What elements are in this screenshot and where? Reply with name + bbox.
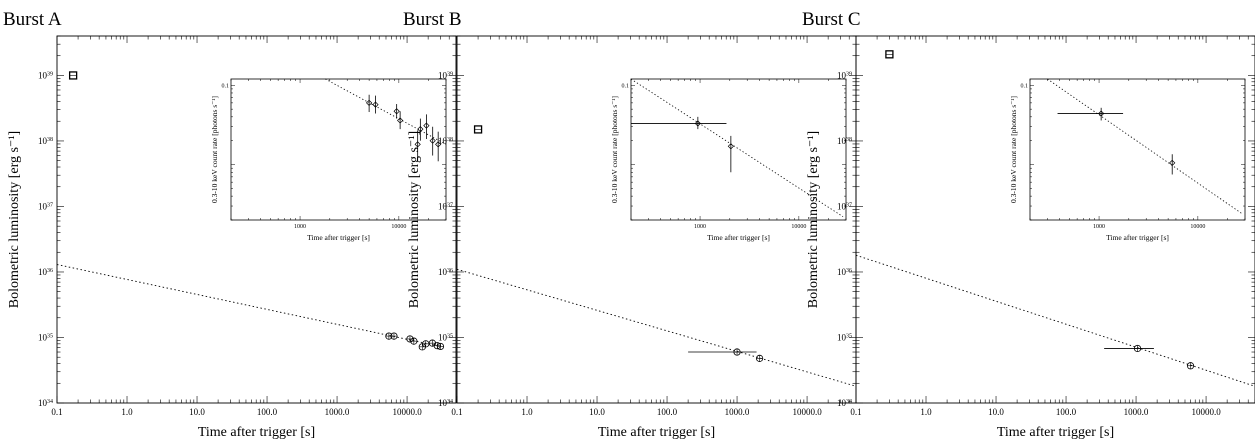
x-tick-label: 1.0 — [121, 407, 133, 417]
y-tick-label: 1034 — [837, 398, 852, 408]
inset-x-axis-label: Time after trigger [s] — [707, 233, 770, 242]
x-tick-label: 100.0 — [1056, 407, 1077, 417]
inset-y-axis-label: 0.3-10 keV count rate [photons s⁻¹] — [210, 96, 219, 203]
inset-x-axis-label: Time after trigger [s] — [1106, 233, 1169, 242]
x-tick-label: 0.1 — [850, 407, 861, 417]
y-tick-label: 1035 — [438, 332, 453, 342]
inset-data-point — [423, 122, 430, 129]
y-tick-label: 1035 — [38, 332, 53, 342]
inset-data-point — [393, 108, 400, 115]
plot-frame — [855, 35, 1255, 404]
y-tick-label: 1036 — [438, 267, 453, 277]
y-tick-label: 1037 — [38, 201, 53, 211]
panel-0: Burst A 0.1 1.0 10.0 100.0 1000.0 10000.0 1034 1… — [3, 9, 457, 440]
y-tick-label: 1039 — [837, 70, 852, 80]
y-axis-label: Bolometric luminosity [erg s⁻¹] — [7, 131, 22, 308]
inset-fit-line — [1047, 78, 1243, 215]
y-tick-label: 1039 — [38, 70, 53, 80]
x-tick-label: 10000.0 — [1191, 407, 1221, 417]
x-axis-label: Time after trigger [s] — [997, 425, 1114, 440]
x-axis-label: Time after trigger [s] — [598, 425, 715, 440]
inset-data-point — [694, 120, 701, 127]
x-tick-label: 10000.0 — [792, 407, 822, 417]
x-tick-label: 1000.0 — [1124, 407, 1149, 417]
inset-data-point — [417, 126, 424, 133]
inset-y-tick-label: 0.1 — [1021, 83, 1029, 89]
inset-y-axis-label: 0.3-10 keV count rate [photons s⁻¹] — [1009, 96, 1018, 203]
inset-fit-line — [630, 78, 844, 218]
x-tick-label: 100.0 — [257, 407, 278, 417]
fit-line — [456, 268, 857, 387]
y-tick-label: 1034 — [438, 398, 453, 408]
inset-y-tick-label: 0.1 — [622, 83, 630, 89]
inset-data-point — [366, 99, 373, 106]
x-tick-label: 10.0 — [189, 407, 205, 417]
x-tick-label: 1000.0 — [725, 407, 750, 417]
panel-2: Burst C 0.1 1.0 10.0 100.0 1000.0 10000.0 1034 1… — [802, 9, 1255, 440]
x-tick-label: 10.0 — [988, 407, 1004, 417]
inset-x-tick-label: 1000 — [1093, 224, 1105, 230]
x-tick-label: 100.0 — [657, 407, 678, 417]
panel-1: Burst B 0.1 1.0 10.0 100.0 1000.0 10000.0 1034 1… — [403, 9, 857, 440]
inset-x-axis-label: Time after trigger [s] — [307, 233, 370, 242]
fit-line — [56, 264, 441, 347]
panel-title: Burst A — [3, 9, 62, 30]
x-axis-label: Time after trigger [s] — [198, 425, 315, 440]
inset: 1000 10000 0.1 Time after trigger [s] 0.3-10… — [610, 78, 847, 242]
y-axis-label: Bolometric luminosity [erg s⁻¹] — [407, 131, 422, 308]
x-tick-label: 0.1 — [451, 407, 462, 417]
inset-x-tick-label: 10000 — [391, 224, 406, 230]
inset-data-point — [435, 141, 442, 148]
plot-frame — [56, 35, 457, 404]
y-tick-label: 1037 — [837, 201, 852, 211]
inset-data-point — [372, 101, 379, 108]
x-tick-label: 1000.0 — [325, 407, 350, 417]
y-tick-label: 1037 — [438, 201, 453, 211]
inset-y-tick-label: 0.1 — [222, 83, 230, 89]
y-tick-label: 1036 — [38, 267, 53, 277]
inset-data-point — [1169, 159, 1176, 166]
fit-line — [855, 254, 1255, 387]
x-tick-label: 10000.0 — [392, 407, 422, 417]
y-tick-label: 1034 — [38, 398, 53, 408]
inset-data-point — [414, 141, 421, 148]
x-tick-label: 1.0 — [521, 407, 533, 417]
inset-data-point — [1098, 110, 1105, 117]
x-tick-label: 0.1 — [51, 407, 62, 417]
inset: 1000 10000 0.1 Time after trigger [s] 0.3-10… — [210, 78, 447, 242]
y-tick-label: 1038 — [837, 136, 852, 146]
inset-x-tick-label: 1000 — [694, 224, 706, 230]
inset-data-point — [397, 117, 404, 124]
y-tick-label: 1036 — [837, 267, 852, 277]
x-tick-label: 1.0 — [920, 407, 932, 417]
x-tick-label: 10.0 — [589, 407, 605, 417]
panel-title: Burst C — [802, 9, 861, 30]
inset-data-point — [429, 137, 436, 144]
y-tick-label: 1038 — [438, 136, 453, 146]
inset: 1000 10000 0.1 Time after trigger [s] 0.3-10… — [1009, 78, 1246, 242]
inset-y-axis-label: 0.3-10 keV count rate [photons s⁻¹] — [610, 96, 619, 203]
y-tick-label: 1039 — [438, 70, 453, 80]
inset-x-tick-label: 10000 — [1190, 224, 1205, 230]
inset-x-tick-label: 1000 — [294, 224, 306, 230]
panel-title: Burst B — [403, 9, 462, 30]
y-axis-label: Bolometric luminosity [erg s⁻¹] — [806, 131, 821, 308]
inset-frame — [1029, 78, 1246, 221]
y-tick-label: 1038 — [38, 136, 53, 146]
inset-x-tick-label: 10000 — [791, 224, 806, 230]
y-tick-label: 1035 — [837, 332, 852, 342]
inset-frame — [230, 78, 447, 221]
inset-data-point — [727, 143, 734, 150]
